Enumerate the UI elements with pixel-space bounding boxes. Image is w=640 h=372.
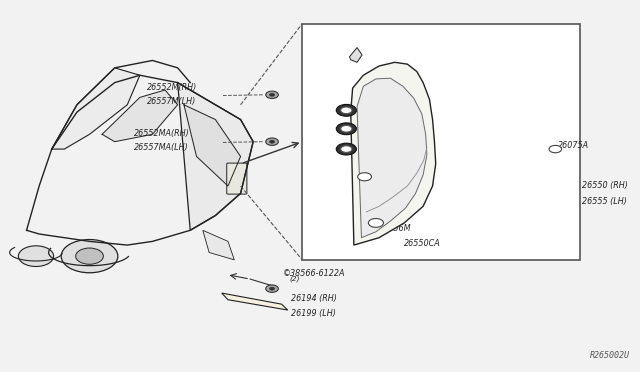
- Circle shape: [269, 140, 275, 143]
- Polygon shape: [52, 68, 140, 149]
- Circle shape: [269, 93, 275, 96]
- Circle shape: [266, 91, 278, 99]
- Polygon shape: [178, 83, 253, 230]
- Polygon shape: [349, 48, 362, 62]
- Circle shape: [266, 138, 278, 145]
- Polygon shape: [351, 62, 436, 245]
- Text: 26550C: 26550C: [385, 206, 417, 215]
- Text: (2): (2): [290, 276, 300, 282]
- Text: ©38566-6122A: ©38566-6122A: [284, 269, 346, 278]
- Text: 26555 (LH): 26555 (LH): [582, 197, 627, 206]
- Polygon shape: [102, 90, 178, 142]
- Circle shape: [336, 105, 356, 116]
- Circle shape: [549, 145, 562, 153]
- Text: 26194 (RH): 26194 (RH): [291, 294, 337, 304]
- Circle shape: [19, 246, 54, 266]
- Circle shape: [358, 173, 371, 181]
- Circle shape: [340, 107, 352, 113]
- Polygon shape: [357, 78, 427, 238]
- Polygon shape: [221, 293, 288, 310]
- Bar: [302, 23, 580, 260]
- Circle shape: [369, 218, 383, 227]
- Circle shape: [336, 143, 356, 155]
- Circle shape: [336, 123, 356, 135]
- Text: 26550CA: 26550CA: [404, 239, 441, 248]
- Text: R265002U: R265002U: [590, 351, 630, 360]
- Polygon shape: [203, 230, 234, 260]
- Text: 26557M(LH): 26557M(LH): [147, 97, 196, 106]
- Text: 26556M: 26556M: [379, 224, 412, 233]
- Text: 26075A: 26075A: [559, 141, 589, 150]
- Circle shape: [61, 240, 118, 273]
- Circle shape: [76, 248, 104, 264]
- Polygon shape: [184, 105, 241, 186]
- Text: 26552MA(RH): 26552MA(RH): [134, 129, 189, 138]
- Circle shape: [266, 285, 278, 292]
- Circle shape: [340, 125, 352, 132]
- FancyBboxPatch shape: [227, 163, 247, 194]
- Text: 26199 (LH): 26199 (LH): [291, 309, 336, 318]
- Circle shape: [269, 287, 275, 290]
- Text: 26552M(RH): 26552M(RH): [147, 83, 198, 92]
- Text: 26557MA(LH): 26557MA(LH): [134, 143, 188, 152]
- Circle shape: [340, 146, 352, 153]
- Text: 26550 (RH): 26550 (RH): [582, 181, 628, 190]
